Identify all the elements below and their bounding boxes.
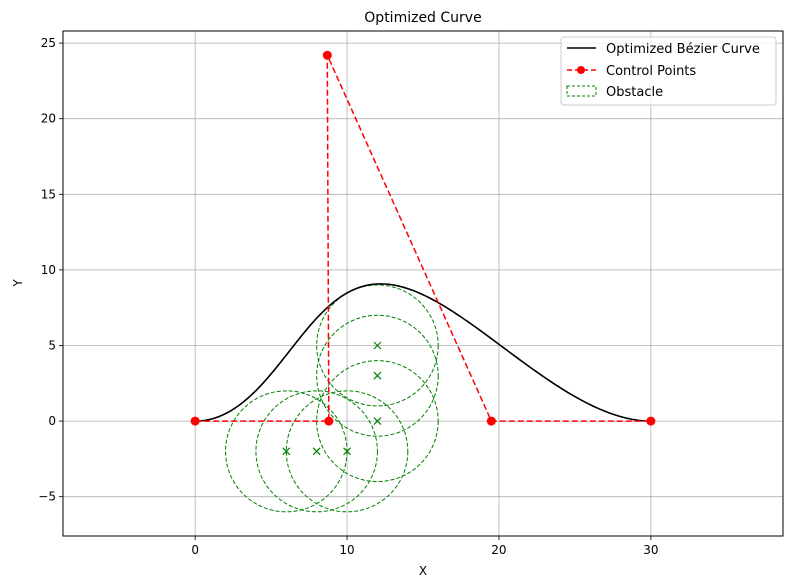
y-tick-label: 25	[41, 36, 56, 50]
x-tick-label: 10	[339, 543, 354, 557]
legend-entry-curve: Optimized Bézier Curve	[606, 42, 760, 57]
y-tick-label: 20	[41, 112, 56, 126]
obstacle-circle	[316, 360, 439, 483]
legend-entry-control: Control Points	[606, 64, 696, 79]
control-point	[190, 416, 200, 426]
obstacle-circle	[316, 284, 439, 407]
control-point	[646, 416, 656, 426]
legend: Optimized Bézier Curve Control Points Ob…	[560, 36, 777, 106]
control-point	[324, 416, 334, 426]
x-tick-label: 30	[643, 543, 658, 557]
legend-marker-control	[577, 66, 585, 74]
plot-background	[63, 31, 783, 536]
x-tick-label: 0	[191, 543, 199, 557]
control-point	[486, 416, 496, 426]
obstacle-center-marker	[373, 417, 382, 426]
x-tick-label: 20	[491, 543, 506, 557]
y-tick-label: 5	[48, 338, 56, 352]
obstacle-center-marker	[373, 341, 382, 350]
plot-area	[190, 50, 656, 513]
bezier-curve-line	[195, 283, 651, 422]
obstacle-center-marker	[343, 447, 351, 456]
legend-entry-obstacle: Obstacle	[606, 85, 663, 100]
obstacle-circle	[285, 390, 409, 513]
obstacle-center-marker	[373, 371, 382, 380]
grid	[63, 31, 783, 536]
obstacle-circle	[316, 314, 439, 437]
legend-swatch-obstacle	[566, 85, 597, 97]
y-tick-label: −5	[38, 490, 56, 504]
plot-frame	[62, 30, 784, 537]
obstacle-center-marker	[312, 447, 321, 456]
y-tick-label: 10	[41, 263, 56, 277]
obstacle-circle	[255, 390, 378, 513]
legend-box	[560, 36, 777, 106]
y-tick-label: 15	[41, 187, 56, 201]
chart-title: Optimized Curve	[364, 10, 481, 26]
control-point	[322, 50, 332, 60]
y-axis-label: Y	[11, 279, 25, 288]
obstacle-center-marker	[282, 447, 291, 456]
ticks: 0 10 20 30 −5 0 5 10 15 20 25	[38, 36, 658, 557]
y-tick-label: 0	[48, 414, 56, 428]
x-axis-label: X	[419, 564, 427, 578]
